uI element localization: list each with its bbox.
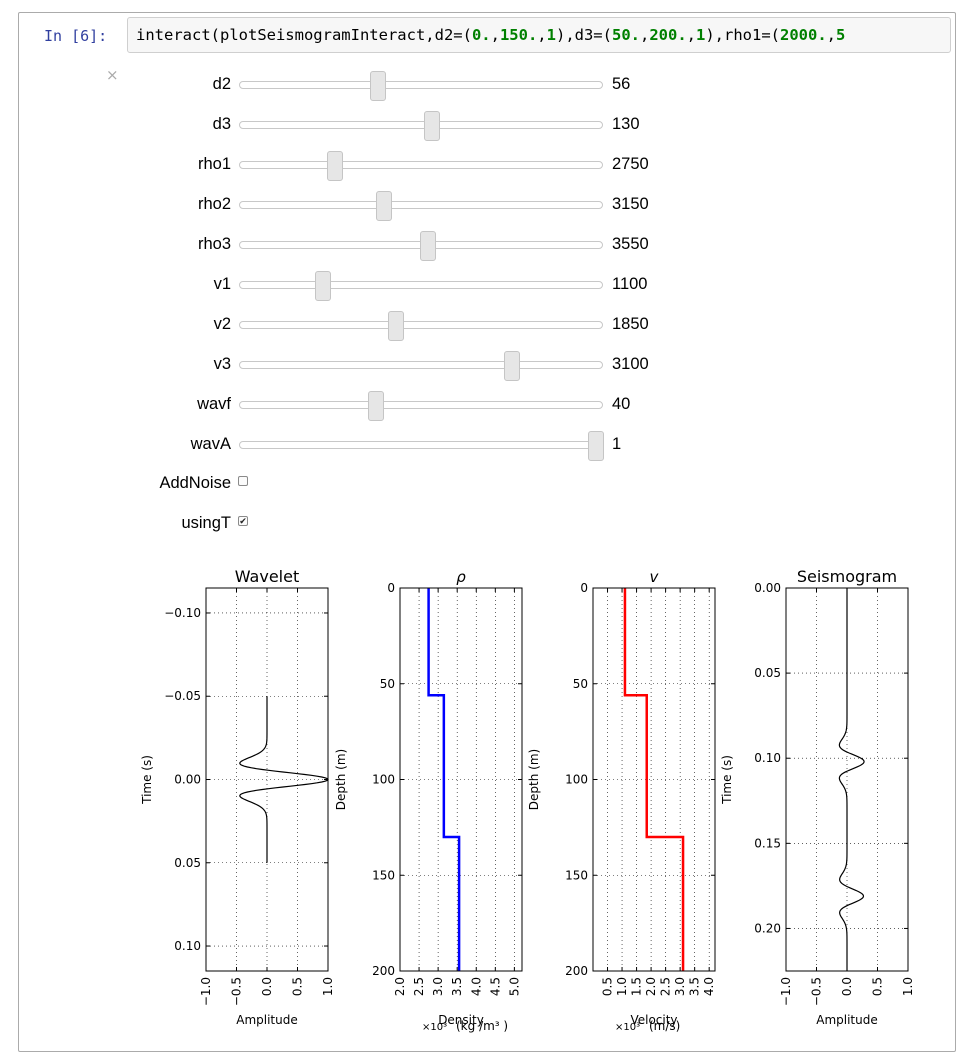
code-token: , — [639, 26, 650, 44]
slider-rho2[interactable] — [239, 191, 603, 221]
slider-row-d3: d3 130 — [0, 109, 974, 141]
slider-label-v1: v1 — [213, 275, 231, 293]
slider-label-rho2: rho2 — [197, 195, 231, 213]
slider-handle-v3[interactable] — [503, 351, 520, 381]
slider-row-rho3: rho3 3550 — [0, 229, 974, 261]
close-widget-icon[interactable]: × — [106, 66, 119, 84]
slider-label-wavf: wavf — [197, 395, 231, 413]
slider-handle-rho1[interactable] — [327, 151, 343, 181]
slider-d3[interactable] — [239, 111, 603, 141]
code-token: 2000. — [780, 26, 827, 44]
checkbox-label-add-noise: AddNoise — [159, 474, 231, 492]
cell-prompt: In [6]: — [44, 27, 108, 45]
slider-value-v2: 1850 — [612, 315, 649, 333]
slider-label-rho3: rho3 — [197, 235, 231, 253]
code-input[interactable]: interact(plotSeismogramInteract,d2=(0.,1… — [127, 17, 951, 53]
slider-value-rho1: 2750 — [612, 155, 649, 173]
slider-value-d3: 130 — [612, 115, 640, 133]
code-token: 50. — [611, 26, 640, 44]
slider-wavf[interactable] — [239, 391, 603, 421]
checkbox-add-noise[interactable] — [238, 476, 248, 486]
slider-row-wavf: wavf 40 — [0, 389, 974, 421]
slider-row-rho1: rho1 2750 — [0, 149, 974, 181]
slider-value-v1: 1100 — [612, 275, 648, 293]
code-token: interact(plotSeismogramInteract,d2=( — [136, 26, 472, 44]
slider-row-wavA: wavA 1 — [0, 429, 974, 461]
slider-label-wavA: wavA — [190, 435, 231, 453]
slider-handle-rho3[interactable] — [419, 231, 436, 261]
slider-row-v3: v3 3100 — [0, 349, 974, 381]
slider-label-v2: v2 — [213, 315, 231, 333]
slider-v1[interactable] — [239, 271, 603, 301]
slider-wavA[interactable] — [239, 431, 604, 461]
slider-value-v3: 3100 — [612, 355, 649, 373]
code-token: , — [537, 26, 547, 44]
slider-row-rho2: rho2 3150 — [0, 189, 974, 221]
slider-value-d2: 56 — [612, 75, 631, 93]
slider-handle-v2[interactable] — [387, 311, 404, 341]
slider-row-v1: v1 1100 — [0, 269, 974, 301]
slider-label-d3: d3 — [212, 115, 231, 133]
code-token: ),d3=( — [555, 26, 612, 44]
code-token: 1 — [696, 26, 706, 44]
code-token: 5 — [836, 26, 846, 44]
slider-handle-v1[interactable] — [314, 271, 331, 301]
code-line: interact(plotSeismogramInteract,d2=(0.,1… — [136, 26, 845, 44]
slider-handle-d2[interactable] — [369, 71, 386, 101]
checkbox-using-t[interactable]: ✔ — [238, 516, 248, 526]
slider-v3[interactable] — [239, 351, 603, 381]
slider-handle-wavA[interactable] — [588, 431, 604, 461]
slider-value-wavf: 40 — [612, 395, 631, 413]
code-token: 200. — [649, 26, 687, 44]
slider-row-d2: d2 56 — [0, 69, 974, 101]
slider-handle-rho2[interactable] — [375, 191, 392, 221]
checkbox-label-using-t: usingT — [181, 514, 231, 532]
code-token: 150. — [499, 26, 538, 44]
slider-handle-wavf[interactable] — [367, 391, 384, 421]
slider-label-rho1: rho1 — [197, 155, 231, 173]
slider-handle-d3[interactable] — [424, 111, 441, 141]
slider-v2[interactable] — [239, 311, 603, 341]
code-token: ),rho1=( — [705, 26, 780, 44]
slider-rho3[interactable] — [239, 231, 603, 261]
slider-row-v2: v2 1850 — [0, 309, 974, 341]
slider-value-rho3: 3550 — [612, 235, 649, 253]
code-token: , — [826, 26, 837, 44]
code-token: , — [686, 26, 696, 44]
slider-label-d2: d2 — [212, 75, 231, 93]
slider-label-v3: v3 — [213, 355, 231, 373]
code-token: 0. — [471, 26, 491, 44]
code-token: , — [490, 26, 500, 44]
notebook-cell — [18, 12, 956, 1052]
slider-d2[interactable] — [239, 71, 603, 101]
slider-value-wavA: 1 — [612, 435, 622, 453]
slider-value-rho2: 3150 — [612, 195, 649, 213]
slider-rho1[interactable] — [239, 151, 603, 181]
code-token: 1 — [546, 26, 556, 44]
